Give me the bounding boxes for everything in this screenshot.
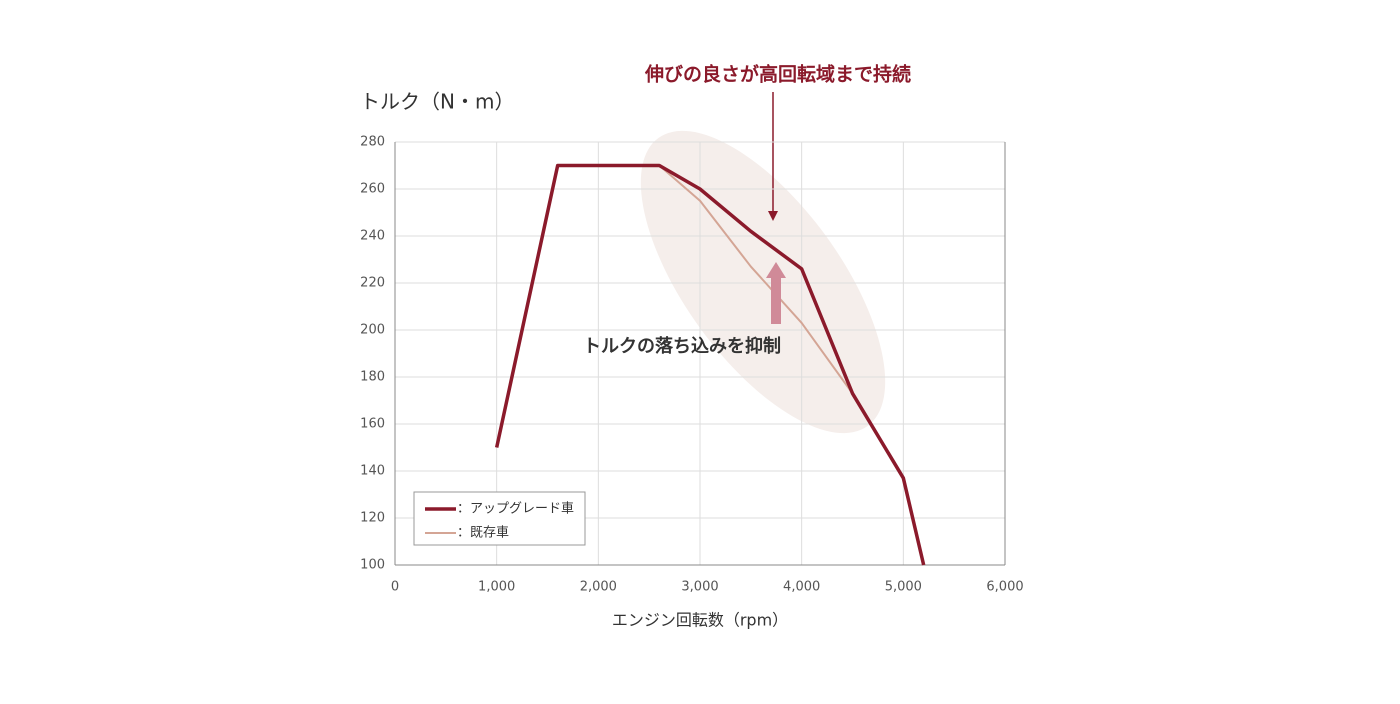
y-tick-label: 180 bbox=[360, 370, 385, 385]
x-tick-label: 4,000 bbox=[783, 580, 820, 595]
highlight bbox=[640, 130, 886, 434]
x-tick-label: 5,000 bbox=[885, 580, 922, 595]
y-tick-label: 280 bbox=[360, 135, 385, 150]
up-arrow bbox=[771, 276, 781, 324]
line bbox=[494, 163, 926, 566]
y-tick-label: 100 bbox=[360, 558, 385, 573]
x-tick-label: 2,000 bbox=[580, 580, 617, 595]
y-tick-label: 260 bbox=[360, 182, 385, 197]
legend-label: ：既存車 bbox=[457, 526, 509, 541]
legend bbox=[413, 491, 586, 546]
up-arrowhead bbox=[766, 262, 786, 278]
y-tick-label: 140 bbox=[360, 464, 385, 479]
y-tick-label: 160 bbox=[360, 417, 385, 432]
y-tick-label: 220 bbox=[360, 276, 385, 291]
annotation: トルクの落ち込みを抑制 bbox=[583, 336, 781, 357]
x-tick-label: 6,000 bbox=[986, 580, 1023, 595]
x-axis-label: エンジン回転数（rpm） bbox=[612, 611, 788, 630]
arrowhead bbox=[768, 211, 778, 221]
x-tick-label: 1,000 bbox=[478, 580, 515, 595]
y-axis-label: トルク（N・m） bbox=[360, 90, 514, 114]
x-tick-label: 0 bbox=[391, 580, 399, 595]
annotation-title: 伸びの良さが高回転域まで持続 bbox=[644, 63, 911, 86]
y-tick-label: 200 bbox=[360, 323, 385, 338]
y-tick-label: 240 bbox=[360, 229, 385, 244]
y-tick-label: 120 bbox=[360, 511, 385, 526]
x-tick-label: 3,000 bbox=[681, 580, 718, 595]
legend-label: ：アップグレード車 bbox=[457, 502, 574, 517]
